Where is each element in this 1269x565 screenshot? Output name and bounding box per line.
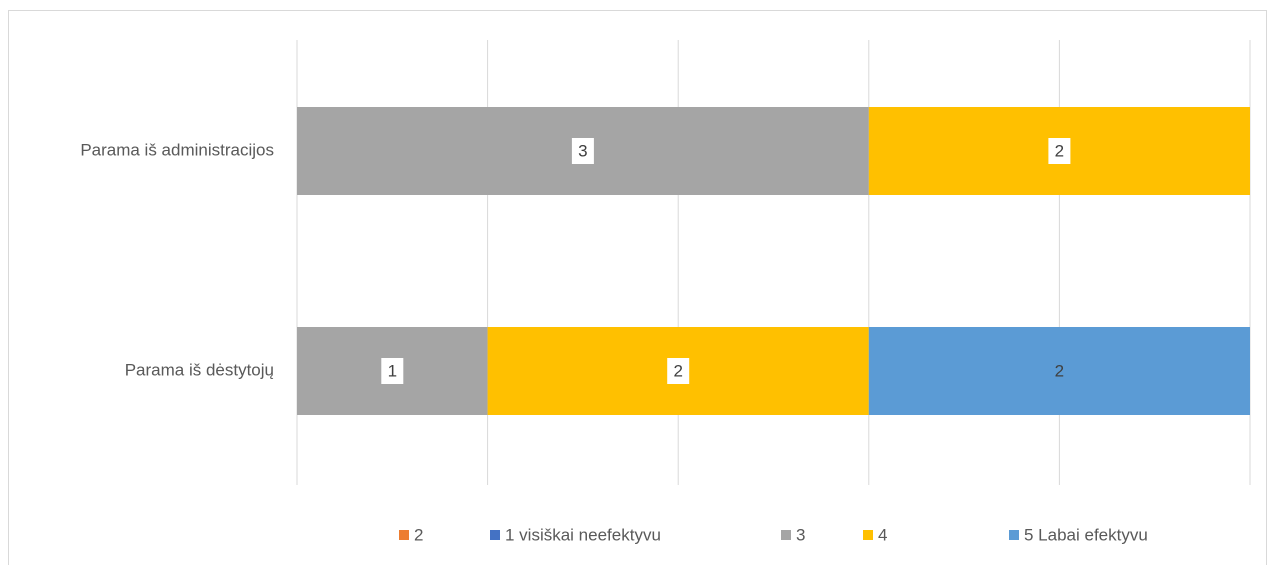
legend-swatch — [490, 530, 500, 540]
chart-frame — [8, 10, 1267, 565]
legend-label: 2 — [414, 525, 423, 544]
data-label: 2 — [1055, 141, 1064, 160]
legend-label: 5 Labai efektyvu — [1024, 525, 1148, 544]
data-label: 2 — [1055, 361, 1064, 380]
data-label-box — [667, 358, 690, 384]
data-label-box — [1048, 138, 1071, 164]
data-label: 1 — [388, 361, 397, 380]
legend-label: 3 — [796, 525, 805, 544]
legend-swatch — [399, 530, 409, 540]
legend-swatch — [1009, 530, 1019, 540]
bar-segment — [868, 327, 1250, 415]
data-label-box — [571, 138, 594, 164]
category-label: Parama iš administracijos — [80, 140, 274, 159]
data-label: 2 — [673, 361, 682, 380]
legend-label: 4 — [878, 525, 887, 544]
data-label-box — [381, 358, 404, 384]
legend-label: 1 visiškai neefektyvu — [505, 525, 661, 544]
legend-swatch — [781, 530, 791, 540]
data-label: 3 — [578, 141, 587, 160]
legend-swatch — [863, 530, 873, 540]
category-label: Parama iš dėstytojų — [125, 360, 274, 379]
